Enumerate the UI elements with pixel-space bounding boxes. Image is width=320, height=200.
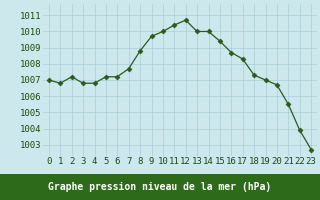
- Text: Graphe pression niveau de la mer (hPa): Graphe pression niveau de la mer (hPa): [48, 182, 272, 192]
